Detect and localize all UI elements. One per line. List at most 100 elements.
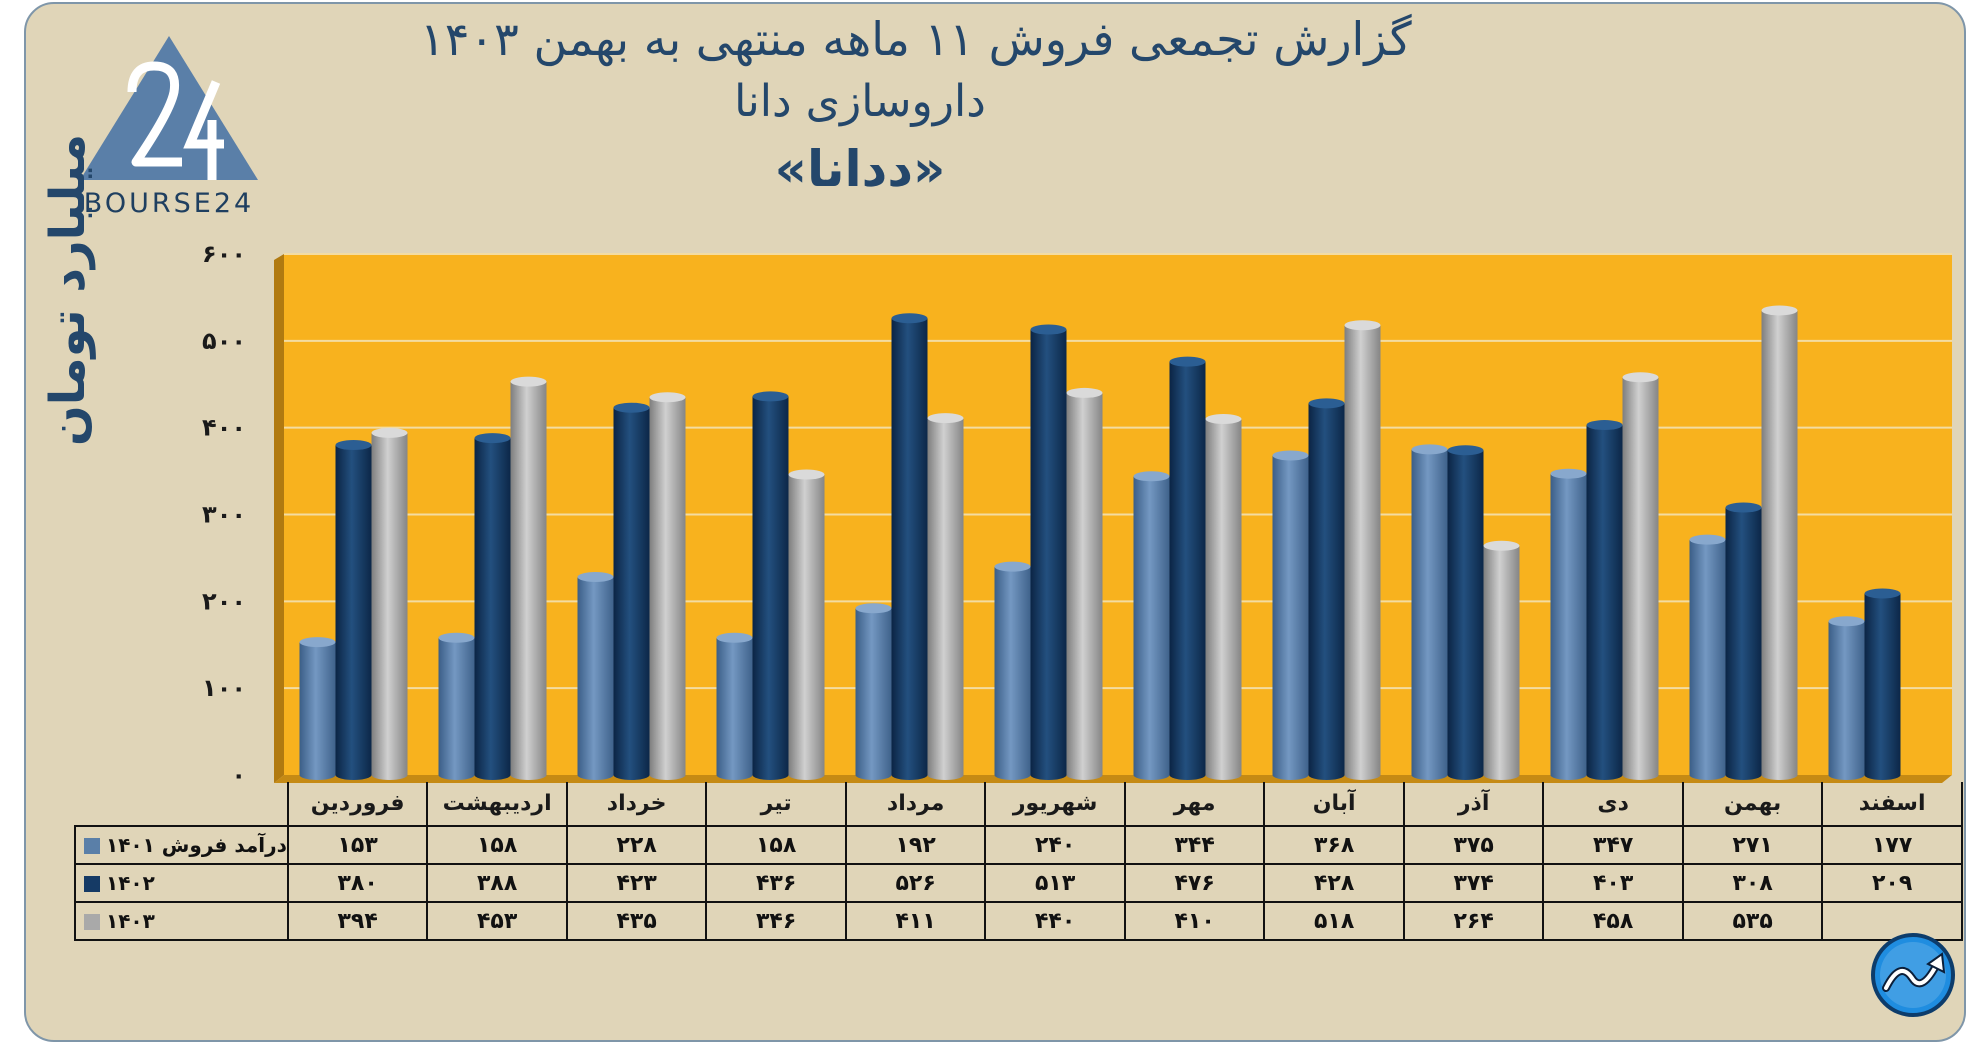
data-label: ۲۷۱ [1681, 825, 1824, 865]
data-label: ۳۸۸ [426, 863, 568, 903]
bar-body [1066, 392, 1103, 775]
bar-top [1205, 413, 1242, 424]
data-label: ۴۷۶ [1123, 863, 1266, 903]
bar-base [1725, 770, 1762, 780]
bar-top [1586, 420, 1623, 431]
bar-base [474, 770, 511, 780]
bar-base [1030, 770, 1067, 780]
bar-2-3 [788, 469, 825, 780]
data-label: ۳۴۶ [705, 901, 847, 941]
bar-2-4 [927, 413, 964, 780]
bar-top [1066, 387, 1103, 398]
bar-1-6 [1169, 356, 1206, 780]
data-label: ۱۵۳ [286, 825, 429, 865]
bar-body [1622, 377, 1659, 775]
bar-body [788, 474, 825, 775]
bar-1-11 [1864, 588, 1901, 780]
bar-top [891, 313, 928, 324]
bar-1-8 [1447, 445, 1484, 780]
data-label: ۴۱۱ [844, 901, 987, 941]
bar-2-2 [649, 392, 686, 780]
bar-body [752, 396, 789, 775]
bar-top [474, 433, 511, 444]
bar-top [613, 402, 650, 413]
x-tick-label: مهر [1123, 782, 1266, 827]
bar-2-0 [371, 427, 408, 780]
bar-base [1205, 770, 1242, 780]
bar-body [371, 432, 408, 775]
bar-base [299, 770, 336, 780]
data-label: ۲۶۴ [1402, 901, 1545, 941]
data-label: ۳۹۴ [286, 901, 429, 941]
bar-0-8 [1411, 444, 1448, 780]
y-tick-label: ۶۰۰ [202, 240, 246, 268]
bar-body [1828, 621, 1865, 775]
bar-body [335, 445, 372, 775]
bar-body [1761, 310, 1798, 775]
data-label: ۱۷۷ [1821, 825, 1963, 865]
bar-0-5 [994, 561, 1031, 780]
bar-top [1411, 444, 1448, 455]
series-name: ۱۴۰۲ [106, 871, 155, 895]
bar-base [1272, 770, 1309, 780]
logo-text: BOURSE24 [83, 188, 255, 219]
series-name: ۱۴۰۳ [106, 909, 155, 933]
bar-top [927, 413, 964, 424]
bar-body [299, 642, 336, 775]
bar-base [1828, 770, 1865, 780]
legend-swatch [84, 838, 100, 854]
bar-base [891, 770, 928, 780]
bar-body [1586, 425, 1623, 775]
legend-swatch [84, 876, 100, 892]
x-tick-label: فروردین [286, 782, 429, 827]
chart-title: گزارش تجمعی فروش ۱۱ ماهه منتهی به بهمن ۱… [420, 12, 1412, 66]
x-tick-label: اسفند [1821, 782, 1963, 827]
bar-base [335, 770, 372, 780]
bar-body [1205, 418, 1242, 775]
bar-top [649, 392, 686, 403]
bar-top [1030, 324, 1067, 335]
bar-base [1622, 770, 1659, 780]
bar-2-6 [1205, 413, 1242, 780]
x-tick-label: مرداد [844, 782, 987, 827]
ticker-symbol: «ددانا» [774, 140, 946, 198]
data-label: ۳۶۸ [1263, 825, 1405, 865]
bar-top [1864, 588, 1901, 599]
bar-body [510, 381, 547, 775]
bar-body [1169, 361, 1206, 775]
bar-body [474, 438, 511, 775]
bar-top [1550, 468, 1587, 479]
data-label: ۳۴۷ [1542, 825, 1684, 865]
bar-top [1483, 540, 1520, 551]
bar-top [299, 637, 336, 648]
grid-lines [284, 253, 1952, 690]
bar-body [649, 397, 686, 775]
bar-0-6 [1133, 471, 1170, 780]
bar-top [371, 427, 408, 438]
data-label: ۵۳۵ [1681, 901, 1824, 941]
bar-body [1308, 403, 1345, 775]
bar-0-7 [1272, 450, 1309, 780]
bar-base [716, 770, 753, 780]
bar-1-7 [1308, 398, 1345, 780]
y-tick-label: ۳۰۰ [202, 501, 246, 529]
bar-base [1550, 770, 1587, 780]
bar-top [1725, 502, 1762, 513]
data-label: ۴۴۰ [984, 901, 1126, 941]
bar-base [1066, 770, 1103, 780]
bar-base [1689, 770, 1726, 780]
plot-side-wall [274, 254, 284, 783]
bar-base [510, 770, 547, 780]
bar-top [1622, 372, 1659, 383]
data-label: ۱۵۸ [705, 825, 847, 865]
bar-0-0 [299, 637, 336, 780]
table-row: درآمد فروش ۱۴۰۱ ۱۵۳ ۱۵۸ ۲۲۸ ۱۵۸ ۱۹۲ ۲۴۰ ۳۴۴ ۳۶۸ ۳… [74, 825, 1963, 865]
y-tick-label: ۴۰۰ [202, 414, 246, 442]
bar-2-8 [1483, 540, 1520, 780]
table-row: ۱۴۰۲ ۳۸۰ ۳۸۸ ۴۲۳ ۴۳۶ ۵۲۶ ۵۱۳ ۴۷۶ ۴۲۸ ۳۷۴ ۴۰۳ ۳۰۸ ۲۰۹ [74, 863, 1963, 903]
bar-1-1 [474, 433, 511, 780]
data-label: ۳۷۴ [1402, 863, 1545, 903]
bar-body [855, 608, 892, 775]
bar-base [1344, 770, 1381, 780]
bar-base [1169, 770, 1206, 780]
